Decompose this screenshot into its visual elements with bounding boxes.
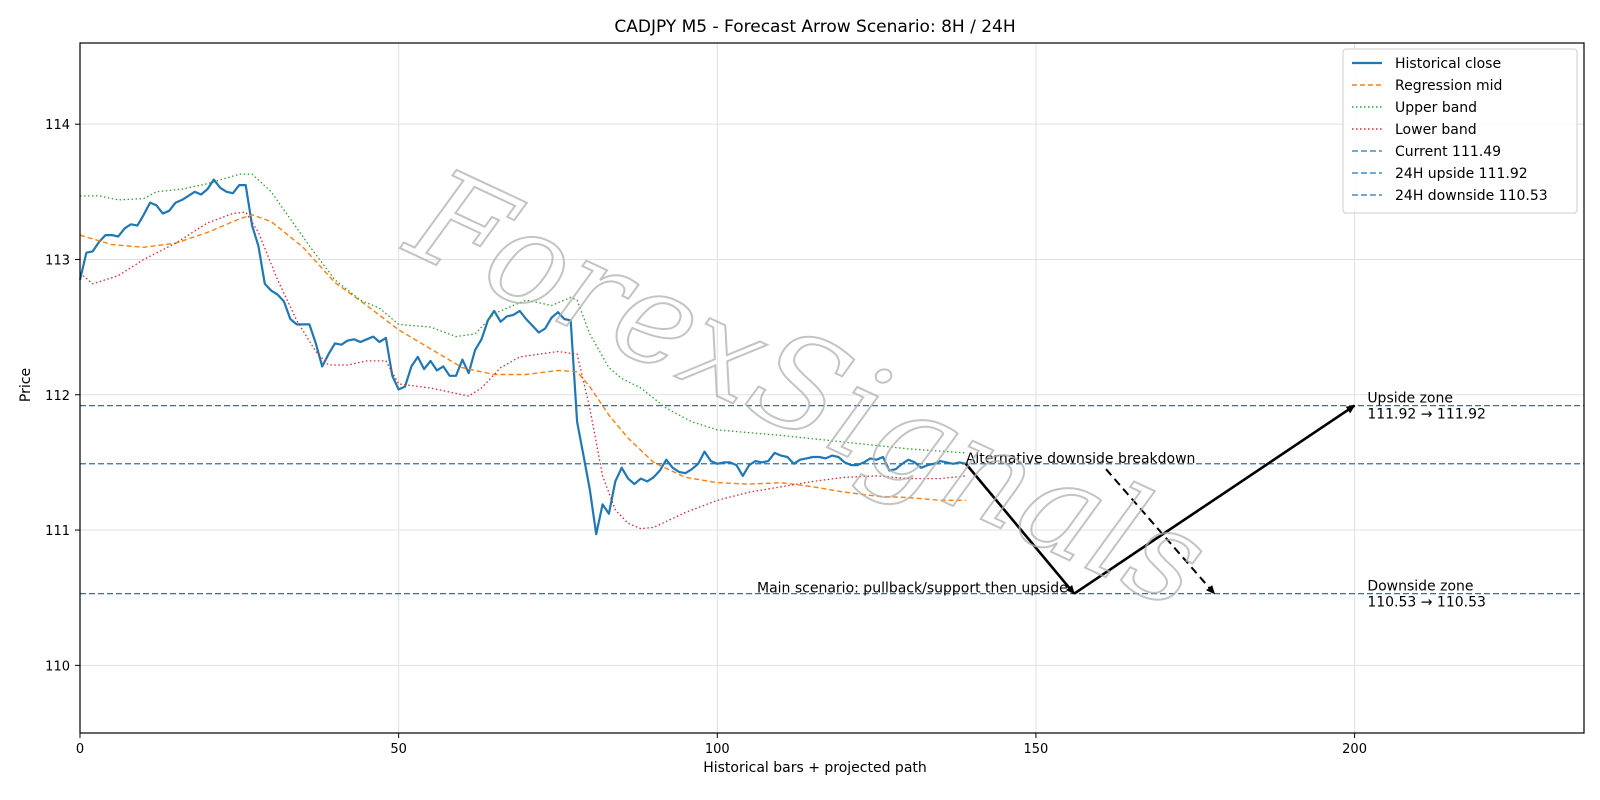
legend-label: Historical close: [1395, 56, 1501, 72]
reference-lines: [80, 404, 1584, 595]
zone-value: 111.92 → 111.92: [1367, 407, 1486, 423]
alternative-arrow: [1105, 468, 1216, 595]
plot-frame: [79, 42, 1585, 734]
scenario-arrows: [964, 404, 1356, 595]
zone-value: 110.53 → 110.53: [1367, 595, 1486, 611]
scenario-arrow: [1073, 404, 1356, 595]
series-line-historical-close: [78, 178, 967, 536]
watermark: ForexSignals: [386, 137, 1231, 640]
scenario-arrow: [964, 462, 1076, 595]
legend-label: Current 111.49: [1395, 144, 1501, 160]
legend-label: 24H downside 110.53: [1395, 188, 1548, 204]
y-tick-label: 114: [45, 118, 70, 133]
series-lines: [78, 173, 967, 536]
x-tick-label: 0: [76, 742, 84, 757]
x-tick-label: 50: [390, 742, 407, 757]
y-tick-label: 112: [45, 389, 70, 404]
watermark-text: ForexSignals: [387, 138, 1230, 639]
axis-ticks: 0 50 100 150 200 110 111 112 113 114: [45, 118, 1367, 757]
scenario-annotation: Alternative downside breakdown: [966, 451, 1196, 467]
x-axis-label: Historical bars + projected path: [703, 760, 927, 776]
y-tick-label: 113: [45, 253, 70, 268]
series-line-upper-band: [80, 173, 966, 454]
chart-title: CADJPY M5 - Forecast Arrow Scenario: 8H …: [614, 17, 1015, 37]
x-tick-label: 200: [1342, 742, 1367, 757]
legend-label: 24H upside 111.92: [1395, 166, 1528, 182]
y-axis-label: Price: [18, 368, 34, 402]
x-tick-label: 100: [705, 742, 730, 757]
legend-box: [1342, 48, 1578, 214]
series-line-regression-mid: [79, 214, 966, 501]
zone-label: Upside zone: [1367, 391, 1453, 407]
y-tick-label: 111: [45, 524, 70, 539]
legend-label: Upper band: [1395, 100, 1477, 116]
series-line-lower-band: [79, 211, 966, 530]
legend-label: Regression mid: [1395, 78, 1502, 94]
y-tick-label: 110: [45, 659, 70, 674]
zone-label: Downside zone: [1367, 579, 1473, 595]
grid-lines: [79, 43, 1584, 733]
legend: Historical close Regression mid Upper band…: [1342, 48, 1578, 214]
legend-label: Lower band: [1395, 122, 1477, 138]
scenario-annotation: Main scenario: pullback/support then ups…: [757, 581, 1068, 597]
x-tick-label: 150: [1024, 742, 1049, 757]
annotations: Alternative downside breakdown Main scena…: [757, 391, 1486, 611]
